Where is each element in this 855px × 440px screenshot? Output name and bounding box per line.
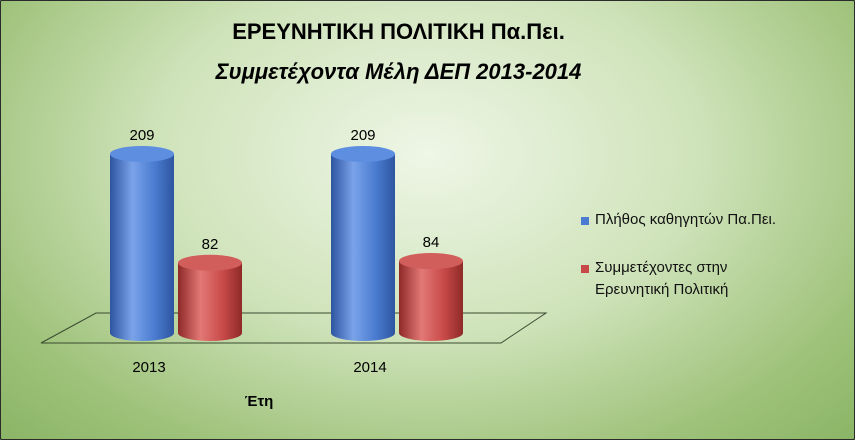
bar-series2-2014-top <box>399 253 463 270</box>
data-label-series2-2014: 84 <box>423 234 440 251</box>
legend-label-series1: Πλήθος καθηγητών Πα.Πει. <box>595 211 777 228</box>
data-label-series2-2013: 82 <box>202 236 219 253</box>
legend-item-series2: Συμμετέχοντες στην Ερευνητική Πολιτική <box>581 257 776 301</box>
legend-label-series2-line1: Συμμετέχοντες στην <box>595 259 728 276</box>
legend-item-series1: Πλήθος καθηγητών Πα.Πει. <box>581 209 776 231</box>
legend: Πλήθος καθηγητών Πα.Πει. Συμμετέχοντες σ… <box>581 209 776 331</box>
chart-title: ΕΡΕΥΝΗΤΙΚΗ ΠΟΛΙΤΙΚΗ Πα.Πει. <box>232 19 565 44</box>
chart-subtitle: Συμμετέχοντα Μέλη ΔΕΠ 2013-2014 <box>215 59 582 84</box>
bar-series1-2013 <box>110 153 174 341</box>
legend-swatch-series1 <box>581 217 589 225</box>
x-tick-label-2013: 2013 <box>132 359 165 376</box>
legend-label-series2-line2: Ερευνητική Πολιτική <box>595 281 729 298</box>
x-tick-label-2014: 2014 <box>353 359 386 376</box>
bar-series1-2014 <box>331 153 395 341</box>
legend-swatch-series2 <box>581 265 589 273</box>
bar-series1-2013-top <box>110 145 174 162</box>
x-axis-title: Έτη <box>245 393 274 410</box>
data-label-series1-2014: 209 <box>350 127 375 144</box>
bar-series2-2014 <box>399 261 463 341</box>
bar-series2-2013 <box>178 262 242 341</box>
bar-series1-2014-top <box>331 145 395 162</box>
chart-floor <box>40 312 548 344</box>
data-label-series1-2013: 209 <box>129 127 154 144</box>
bar-series2-2013-top <box>178 254 242 271</box>
